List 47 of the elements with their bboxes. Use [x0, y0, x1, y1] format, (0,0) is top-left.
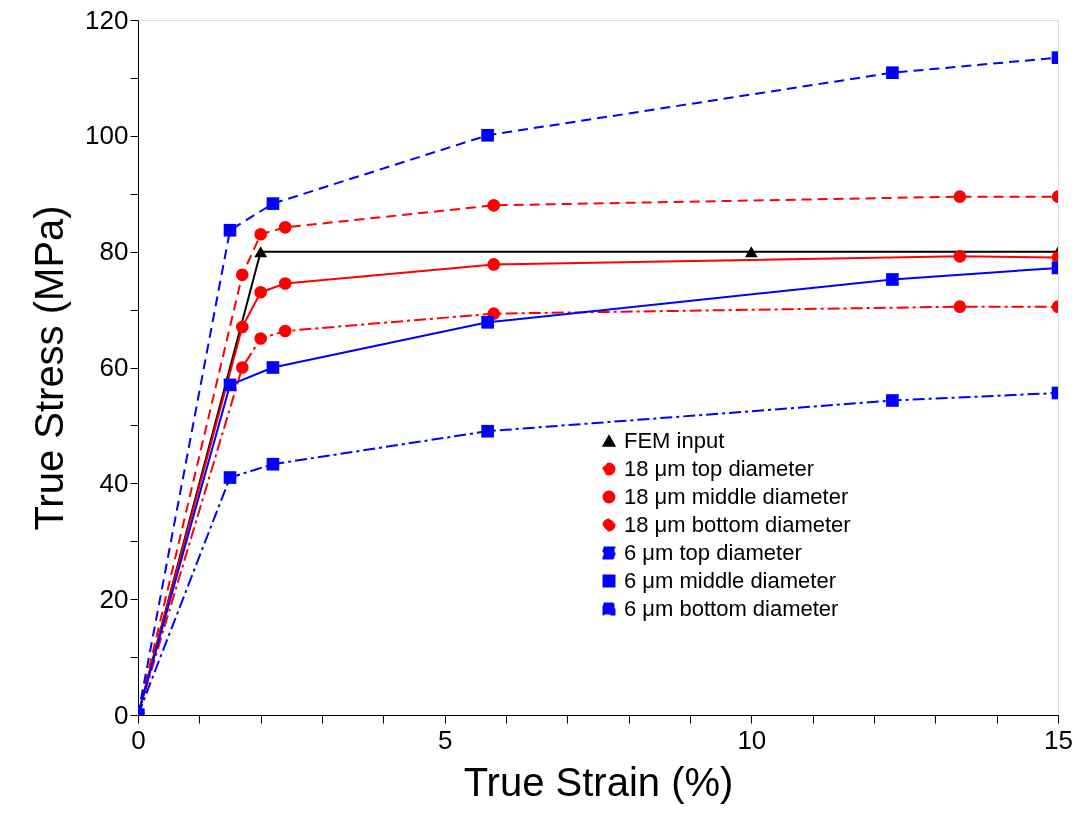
x-tick-label: 10 — [737, 724, 767, 755]
y-tick-label: 100 — [85, 120, 129, 151]
point — [223, 471, 237, 484]
point — [886, 394, 899, 407]
y-tick-label: 120 — [85, 4, 129, 35]
point — [953, 300, 967, 313]
point — [886, 273, 899, 286]
x-tick-label: 15 — [1044, 724, 1073, 755]
point — [481, 316, 494, 329]
x-tick-label: 5 — [437, 724, 453, 755]
point — [266, 457, 280, 471]
legend-label: 18 μm bottom diameter — [624, 512, 851, 537]
point — [254, 285, 267, 299]
point — [223, 223, 237, 237]
point — [953, 190, 967, 203]
y-axis-title: True Stress (MPa) — [27, 205, 72, 531]
point — [278, 277, 292, 290]
point — [266, 197, 280, 210]
legend-label: 6 μm middle diameter — [624, 568, 836, 593]
point — [223, 378, 237, 392]
point — [254, 246, 267, 258]
point — [481, 128, 494, 142]
point — [266, 361, 280, 374]
y-tick-label: 20 — [99, 583, 129, 614]
legend-label: 6 μm bottom diameter — [624, 596, 839, 621]
point — [278, 324, 292, 338]
x-axis-title: True Strain (%) — [463, 759, 734, 804]
y-tick-label: 60 — [99, 352, 129, 382]
point — [235, 361, 249, 374]
point — [487, 199, 501, 212]
point — [487, 258, 501, 271]
legend-label: 18 μm top diameter — [624, 456, 814, 481]
y-tick-label: 80 — [99, 236, 129, 267]
legend-label: 6 μm top diameter — [624, 540, 802, 565]
legend-label: FEM input — [624, 428, 725, 453]
point — [254, 227, 267, 241]
point — [481, 424, 494, 438]
legend-label: 18 μm middle diameter — [624, 484, 849, 509]
point — [745, 246, 758, 258]
point — [953, 249, 967, 263]
point — [278, 221, 292, 234]
y-tick-label: 0 — [114, 699, 129, 730]
y-tick-label: 40 — [99, 467, 129, 498]
point — [886, 66, 899, 80]
point — [254, 332, 267, 345]
point — [235, 320, 249, 334]
point — [235, 268, 249, 282]
